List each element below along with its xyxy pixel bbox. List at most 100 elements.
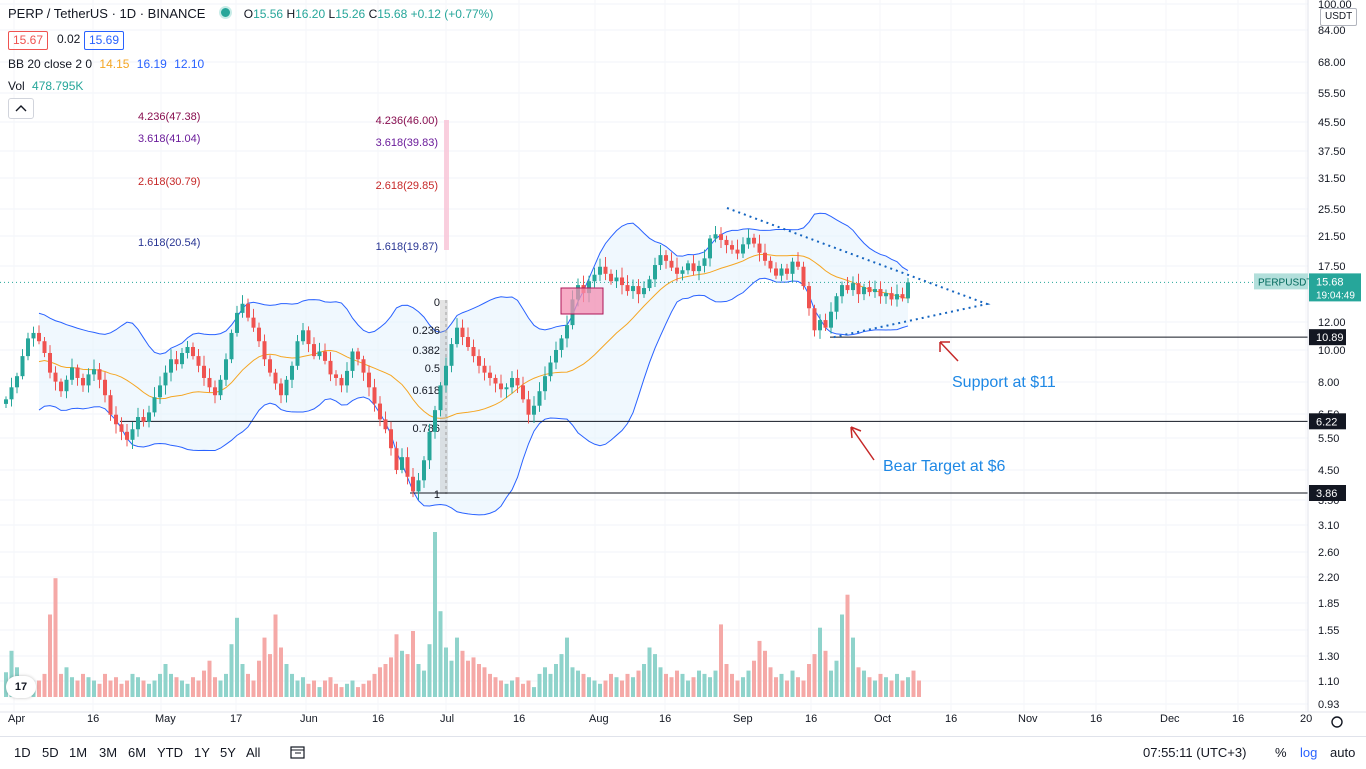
candle-body xyxy=(515,377,520,386)
candle-body xyxy=(306,330,311,345)
volume-legend[interactable]: Vol 478.795K xyxy=(8,79,84,93)
timeframe-1d[interactable]: 1D xyxy=(14,745,31,760)
candle-body xyxy=(840,285,844,297)
volume-bar xyxy=(735,680,740,697)
volume-bar xyxy=(669,677,674,697)
currency-label[interactable]: USDT xyxy=(1320,8,1358,26)
candle-body xyxy=(609,273,613,282)
fib-range xyxy=(440,300,448,494)
timeframe-5d[interactable]: 5D xyxy=(42,745,59,760)
volume-bar xyxy=(92,680,96,697)
volume-bar xyxy=(53,578,58,697)
volume-bar xyxy=(158,673,162,697)
candle-body xyxy=(444,365,448,386)
candle-body xyxy=(361,359,366,373)
candle-body xyxy=(125,431,129,440)
volume-bar xyxy=(845,594,850,697)
timeframe-5y[interactable]: 5Y xyxy=(220,745,236,760)
bb-legend[interactable]: BB 20 close 2 0 14.15 16.19 12.10 xyxy=(8,57,205,71)
candle-body xyxy=(350,351,355,371)
volume-bar xyxy=(400,650,404,697)
candle-body xyxy=(240,303,245,313)
candle-body xyxy=(548,362,553,377)
volume-bar xyxy=(801,680,806,697)
candle-body xyxy=(735,249,740,254)
volume-bar xyxy=(81,673,85,697)
volume-bar xyxy=(295,680,300,697)
timeframe-3m[interactable]: 3M xyxy=(99,745,118,760)
candle-body xyxy=(647,279,652,289)
volume-bar xyxy=(290,673,294,697)
candle-body xyxy=(713,234,718,239)
market-status-icon xyxy=(219,6,233,19)
clock[interactable]: 07:55:11 (UTC+3) xyxy=(1143,745,1247,760)
volume-bar xyxy=(136,677,140,697)
volume-bar xyxy=(812,654,817,697)
volume-bar xyxy=(246,673,250,697)
sell-price-box[interactable]: 15.67 xyxy=(8,31,49,50)
candle-body xyxy=(224,359,228,380)
candle-body xyxy=(724,239,729,246)
timeframe-all[interactable]: All xyxy=(246,745,261,760)
candle-body xyxy=(213,387,217,396)
price-axis-bg xyxy=(1308,0,1366,712)
tradingview-logo[interactable]: 17 xyxy=(6,676,36,698)
symbol-title[interactable]: PERP / TetherUS · 1D · BINANCE xyxy=(8,6,206,21)
volume-bar xyxy=(48,614,52,697)
volume-bar xyxy=(345,683,349,697)
candle-body xyxy=(851,283,855,291)
percent-toggle[interactable]: % xyxy=(1275,745,1287,760)
candle-body xyxy=(477,356,481,366)
auto-toggle[interactable]: auto xyxy=(1330,745,1356,760)
volume-bar xyxy=(653,654,657,697)
buy-price-box[interactable]: 15.69 xyxy=(84,31,125,50)
price-line-label-bg xyxy=(1309,413,1346,430)
low-value: 15.26 xyxy=(335,7,366,21)
candle-body xyxy=(169,359,173,373)
volume-bar xyxy=(427,644,432,697)
candle-body xyxy=(92,369,96,375)
collapse-legend-button[interactable] xyxy=(8,98,34,119)
volume-bar xyxy=(394,634,399,697)
price-line-label: 6.22 xyxy=(1316,416,1337,428)
timeframe-1m[interactable]: 1M xyxy=(69,745,88,760)
volume-bar xyxy=(900,680,905,697)
candle-body xyxy=(664,255,668,261)
volume-bar xyxy=(213,677,217,697)
candle-body xyxy=(163,372,168,386)
volume-bar xyxy=(301,677,305,697)
timeframe-6m[interactable]: 6M xyxy=(128,745,147,760)
candle-body xyxy=(86,374,91,386)
candle-body xyxy=(273,372,278,384)
volume-bar xyxy=(180,680,184,697)
arrow-icon xyxy=(850,426,875,461)
time-tick-label: Jul xyxy=(440,713,454,725)
volume-bar xyxy=(350,680,355,697)
volume-bar xyxy=(356,687,360,697)
volume-bar xyxy=(75,680,80,697)
price-tick-label: 25.50 xyxy=(1318,204,1346,216)
candle-body xyxy=(680,270,685,274)
log-toggle[interactable]: log xyxy=(1300,745,1318,760)
price-tick-label: 1.30 xyxy=(1318,651,1339,663)
candle-body xyxy=(691,263,696,272)
candle-body xyxy=(812,308,817,331)
candle-body xyxy=(119,424,124,432)
volume-bar xyxy=(697,670,701,697)
timeframe-1y[interactable]: 1Y xyxy=(194,745,210,760)
volume-bar xyxy=(724,664,729,697)
calendar-range-icon[interactable] xyxy=(290,745,306,762)
candle-body xyxy=(449,344,454,366)
price-lines xyxy=(0,281,1308,494)
candle-body xyxy=(246,303,250,318)
volume-bar xyxy=(389,657,393,697)
candle-body xyxy=(642,288,646,295)
candle-body xyxy=(108,395,113,415)
volume-bar xyxy=(862,670,866,697)
volume-bar xyxy=(521,683,525,697)
volume-bar xyxy=(856,667,861,697)
volume-bar xyxy=(840,614,844,697)
timeframe-ytd[interactable]: YTD xyxy=(157,745,183,760)
candle-body xyxy=(378,403,382,420)
price-chart[interactable]: 00.2360.3820.50.6180.78614.236(47.38)3.6… xyxy=(0,0,1366,736)
